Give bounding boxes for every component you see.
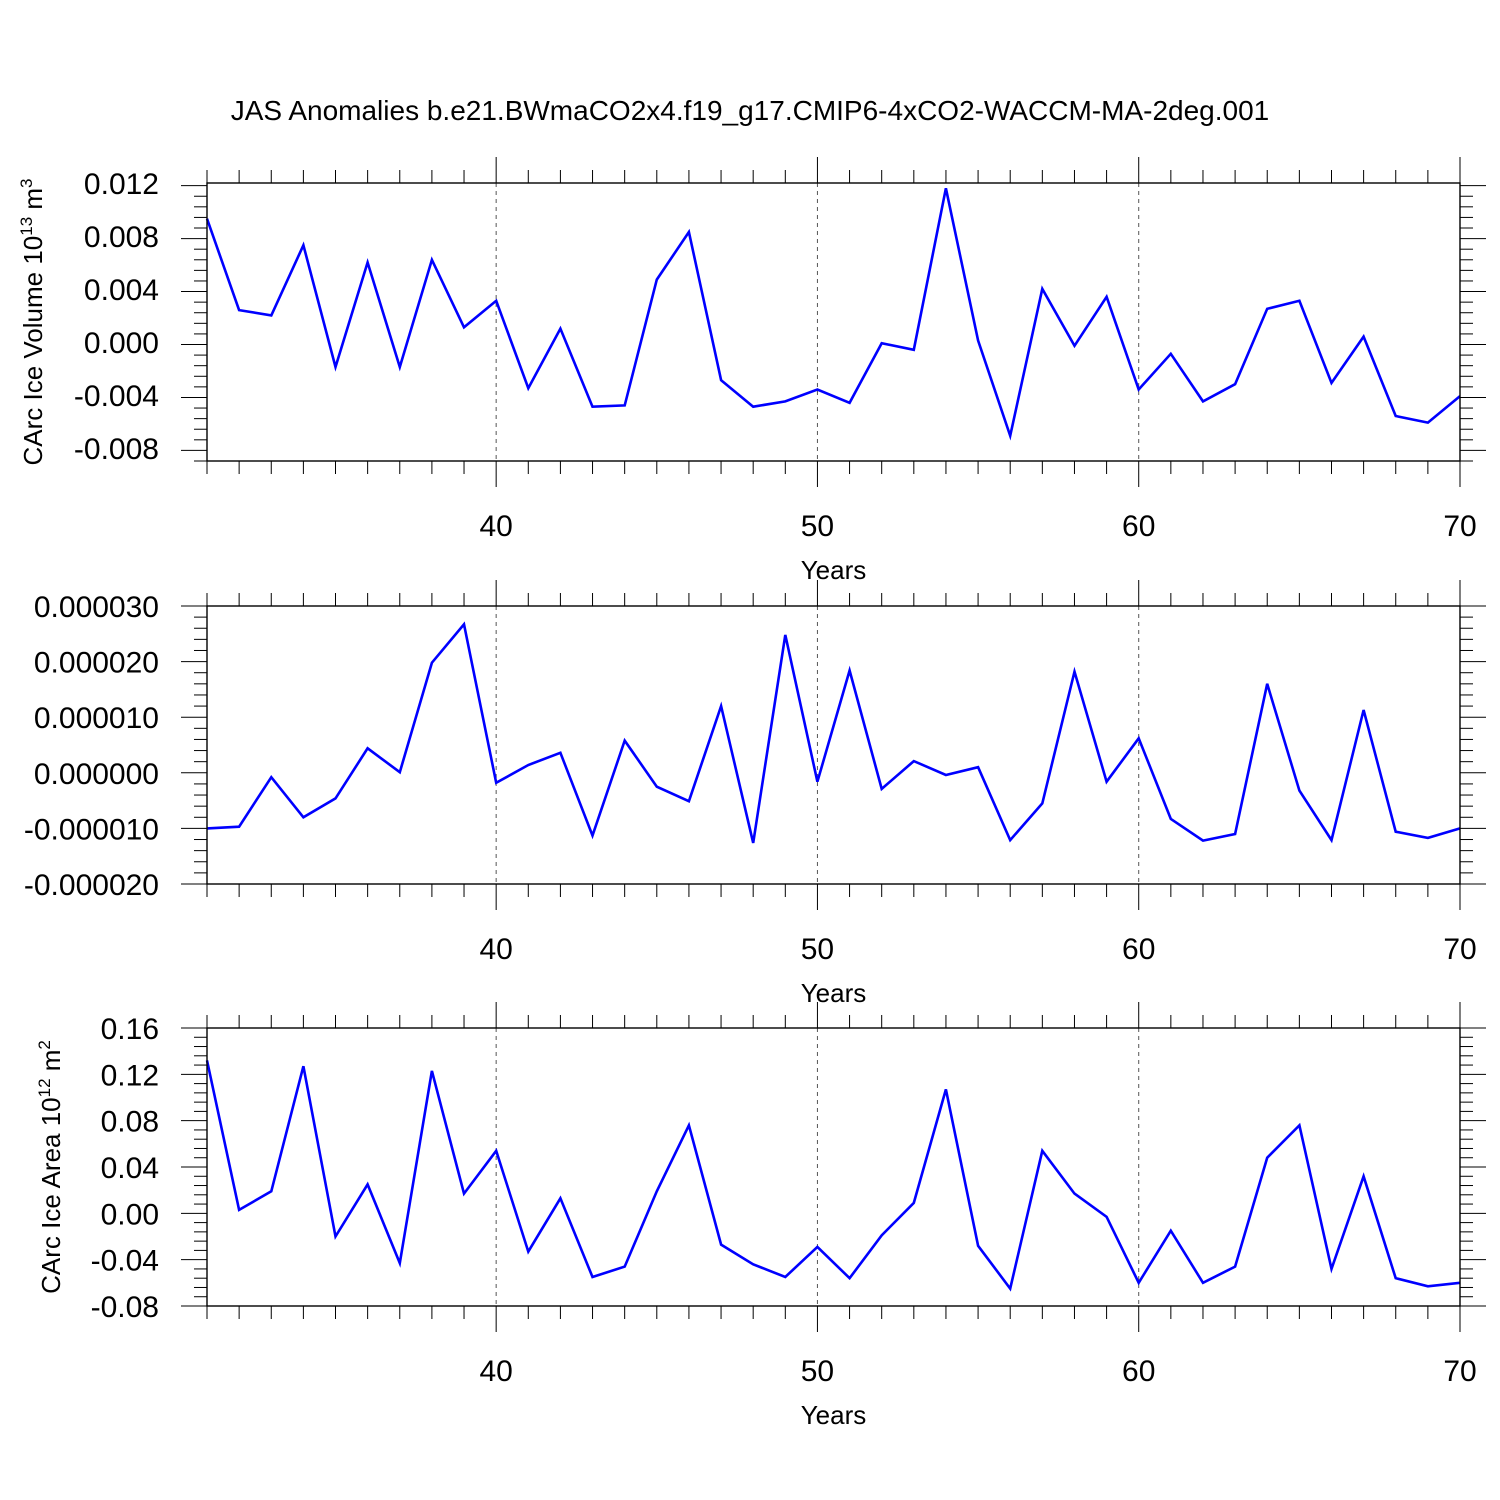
y-tick-label: -0.008 <box>74 433 159 466</box>
x-axis-label: Years <box>801 555 867 585</box>
x-tick-label: 60 <box>1122 933 1155 966</box>
plot-frame <box>206 182 1461 462</box>
y-tick-label: 0.000030 <box>34 591 159 624</box>
figure-title: JAS Anomalies b.e21.BWmaCO2x4.f19_g17.CM… <box>231 95 1270 126</box>
x-tick-label: 60 <box>1122 1355 1155 1388</box>
y-tick-label: 0.004 <box>84 274 159 307</box>
y-tick-label: -0.04 <box>91 1245 159 1278</box>
x-axis-label: Years <box>801 978 867 1008</box>
series-line <box>205 1060 1461 1292</box>
y-tick-label: -0.000020 <box>24 869 159 902</box>
y-tick-label: 0.012 <box>84 168 159 201</box>
x-axis-label: Years <box>801 1400 867 1430</box>
y-tick-label: 0.00 <box>101 1198 159 1231</box>
panels: 40 50 60 70 -0.008 -0.004 0.000 0.004 0.008 0.012… <box>17 157 1486 1430</box>
y-tick-label: 0.000000 <box>34 758 159 791</box>
y-axis-label: CArc Ice Volume 1013 m3 <box>17 178 48 465</box>
y-tick-label: 0.12 <box>101 1059 159 1092</box>
x-tick-label: 40 <box>479 1355 512 1388</box>
y-axis-label: CArc Ice Area 1012 m2 <box>35 1040 66 1294</box>
x-tick-label: 40 <box>479 510 512 543</box>
x-tick-label: 50 <box>801 1355 834 1388</box>
x-tick-label: 70 <box>1443 510 1476 543</box>
panel-2: 40 50 60 70 -0.000020 -0.000010 0.000000 0.0000… <box>24 580 1486 1008</box>
y-tick-label: 0.08 <box>101 1106 159 1139</box>
series-line <box>206 621 1461 844</box>
panel-1: 40 50 60 70 -0.008 -0.004 0.000 0.004 0.008 0.012… <box>17 157 1486 585</box>
panel-3: 40 50 60 70 -0.08 -0.04 0.00 0.04 0.08 0.12 0.16 Ye… <box>35 1002 1486 1430</box>
y-tick-label: 0.000010 <box>34 702 159 735</box>
y-tick-label: 0.16 <box>101 1013 159 1046</box>
series-line <box>205 188 1461 441</box>
y-tick-label: -0.004 <box>74 380 159 413</box>
x-tick-label: 50 <box>801 510 834 543</box>
x-tick-label: 60 <box>1122 510 1155 543</box>
x-tick-label: 40 <box>479 933 512 966</box>
x-tick-label: 50 <box>801 933 834 966</box>
y-tick-label: 0.000020 <box>34 647 159 680</box>
y-tick-label: -0.000010 <box>24 813 159 846</box>
y-tick-label: 0.000 <box>84 327 159 360</box>
x-tick-label: 70 <box>1443 1355 1476 1388</box>
y-tick-label: 0.008 <box>84 221 159 254</box>
y-tick-label: -0.08 <box>91 1291 159 1324</box>
y-tick-label: 0.04 <box>101 1152 159 1185</box>
x-tick-label: 70 <box>1443 933 1476 966</box>
plot-frame <box>206 605 1461 885</box>
